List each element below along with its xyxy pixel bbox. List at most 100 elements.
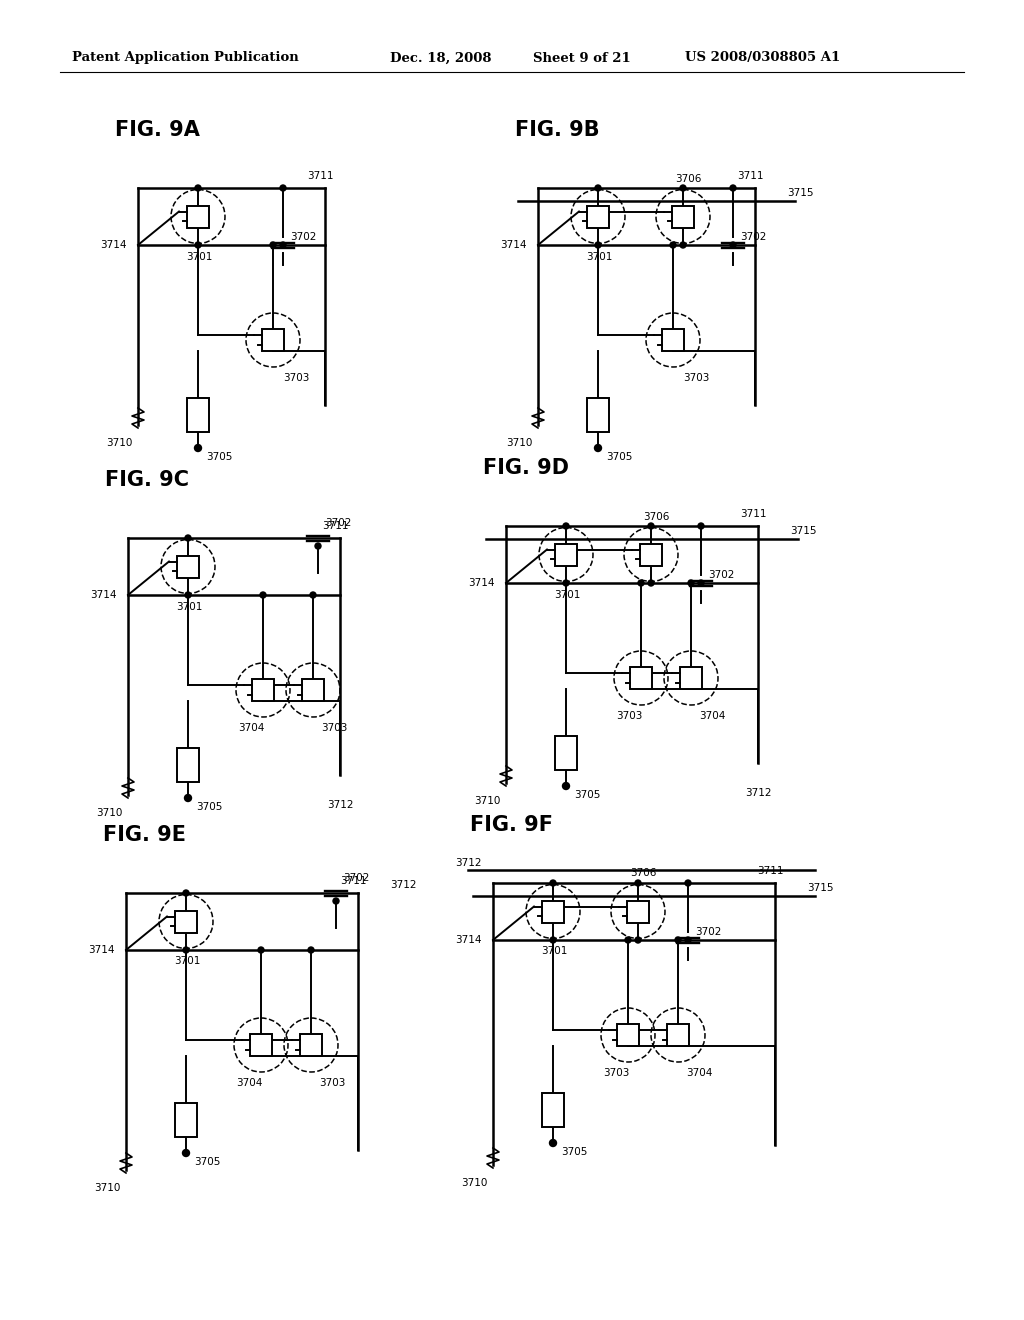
Text: 3710: 3710 [96,808,123,818]
Circle shape [562,783,569,789]
Text: 3705: 3705 [194,1158,220,1167]
Circle shape [670,242,676,248]
Bar [302,678,324,701]
Text: 3710: 3710 [506,438,532,447]
Circle shape [550,880,556,886]
Circle shape [680,185,686,191]
Text: 3711: 3711 [340,876,367,886]
Bar [667,1024,689,1045]
Bar [177,556,199,578]
Circle shape [595,185,601,191]
Text: 3703: 3703 [319,1078,345,1088]
Text: 3714: 3714 [468,578,495,587]
Text: 3712: 3712 [455,858,481,869]
Text: 3705: 3705 [561,1147,588,1158]
Circle shape [310,591,316,598]
Text: 3703: 3703 [321,723,347,733]
Bar [640,544,662,565]
Text: 3711: 3711 [736,172,763,181]
Bar [187,399,209,432]
Text: 3706: 3706 [675,173,701,183]
Circle shape [550,937,556,942]
Text: 3710: 3710 [106,438,132,447]
Bar [175,1104,197,1137]
Circle shape [333,898,339,904]
Text: 3702: 3702 [740,232,766,242]
Circle shape [270,242,276,248]
Bar [555,544,577,565]
Bar [672,206,694,227]
Circle shape [183,946,189,953]
Text: 3705: 3705 [606,451,633,462]
Circle shape [195,185,201,191]
Text: 3702: 3702 [290,232,316,242]
Text: 3705: 3705 [196,803,222,812]
Circle shape [698,579,705,586]
Text: 3714: 3714 [500,240,526,249]
Text: 3715: 3715 [787,187,813,198]
Circle shape [183,890,189,896]
Text: 3704: 3704 [238,723,264,733]
Text: FIG. 9A: FIG. 9A [115,120,200,140]
Circle shape [195,445,202,451]
Text: 3710: 3710 [474,796,501,807]
Circle shape [730,242,736,248]
Bar [177,748,199,781]
Circle shape [563,523,569,529]
Bar [555,737,577,770]
Bar [262,329,284,351]
Circle shape [648,523,654,529]
Bar [630,667,652,689]
Text: 3701: 3701 [176,602,203,611]
Text: FIG. 9F: FIG. 9F [470,814,553,836]
Circle shape [280,185,286,191]
Circle shape [563,579,569,586]
Circle shape [675,937,681,942]
Text: 3714: 3714 [90,590,117,601]
Circle shape [308,946,314,953]
Text: FIG. 9D: FIG. 9D [483,458,569,478]
Text: 3712: 3712 [390,880,417,890]
Text: 3714: 3714 [88,945,115,954]
Bar [680,667,702,689]
Bar [175,911,197,932]
Text: Patent Application Publication: Patent Application Publication [72,51,299,65]
Bar [587,399,609,432]
Text: 3702: 3702 [695,927,721,937]
Text: 3710: 3710 [94,1183,121,1193]
Circle shape [625,937,631,942]
Text: 3701: 3701 [186,252,212,261]
Circle shape [685,937,691,942]
Text: 3702: 3702 [708,570,734,579]
Circle shape [635,880,641,886]
Circle shape [550,1139,556,1147]
Bar [662,329,684,351]
Bar [187,206,209,227]
Text: 3702: 3702 [343,873,370,883]
Circle shape [698,523,705,529]
Text: 3704: 3704 [686,1068,713,1078]
Circle shape [315,543,321,549]
Text: 3704: 3704 [236,1078,262,1088]
Text: 3702: 3702 [325,517,351,528]
Text: 3706: 3706 [643,511,670,521]
Text: US 2008/0308805 A1: US 2008/0308805 A1 [685,51,841,65]
Text: FIG. 9B: FIG. 9B [515,120,600,140]
Text: 3703: 3703 [603,1068,630,1078]
Text: Sheet 9 of 21: Sheet 9 of 21 [534,51,631,65]
Circle shape [184,795,191,801]
Circle shape [595,242,601,248]
Text: 3705: 3705 [206,451,232,462]
Text: 3704: 3704 [699,711,725,721]
Text: 3711: 3711 [739,510,766,519]
Text: 3715: 3715 [807,883,834,894]
Text: 3712: 3712 [744,788,771,799]
Circle shape [638,579,644,586]
Bar [252,678,274,701]
Bar [250,1034,272,1056]
Bar [627,900,649,923]
Text: 3705: 3705 [574,789,600,800]
Text: 3715: 3715 [790,525,816,536]
Bar [617,1024,639,1045]
Circle shape [195,242,201,248]
